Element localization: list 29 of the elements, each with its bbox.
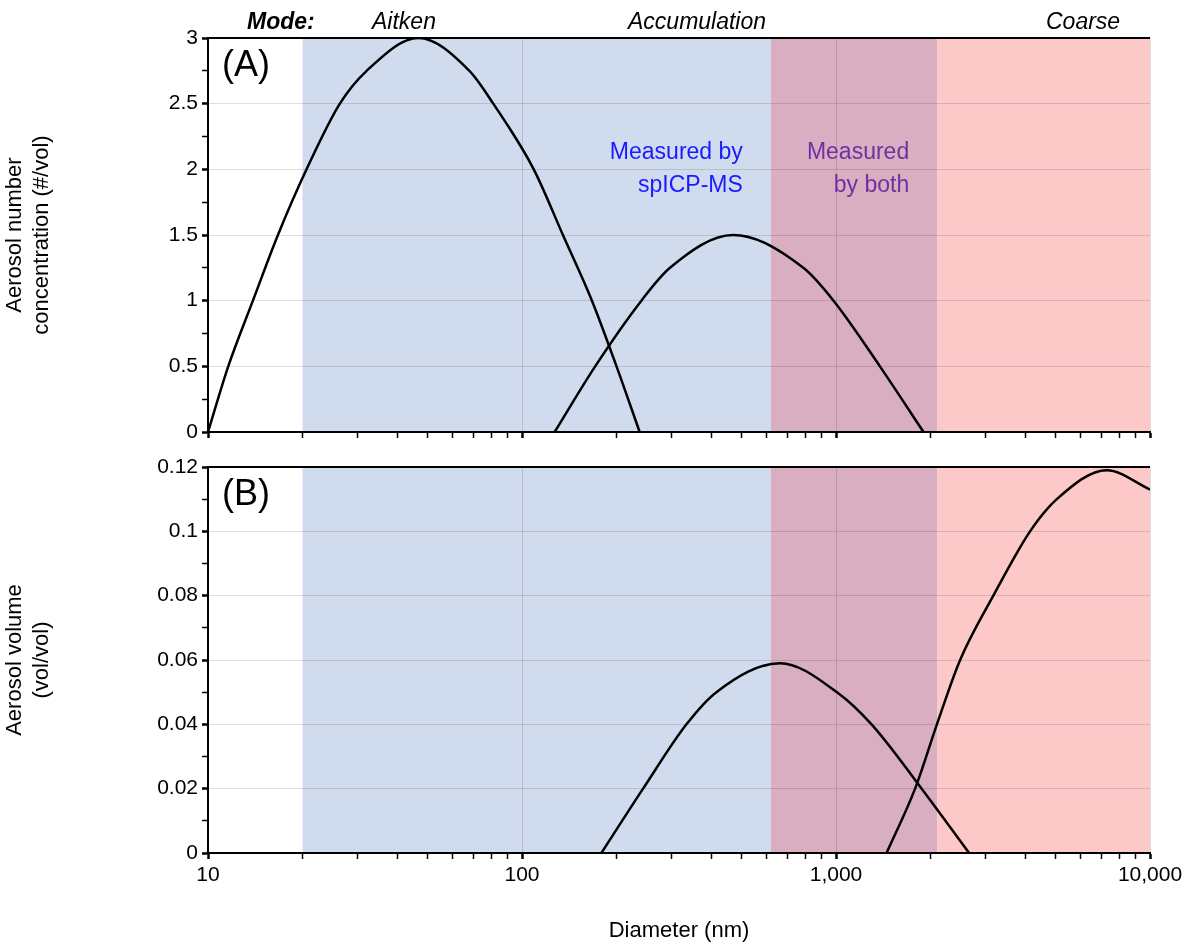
x-tick-label: 100 [504,862,540,886]
x-tick-label: 10,000 [1117,862,1183,886]
text: Mode: [247,8,315,34]
x-tick-label: 10 [196,862,220,886]
annotation: (A) [222,42,270,84]
y-tick-label: 0.5 [168,353,198,377]
y-tick-label: 0 [186,418,198,442]
x-tick-label: 1,000 [809,862,863,886]
y-tick-label: 0 [186,839,198,863]
y-tick-label: 2.5 [168,90,198,114]
y-tick-label: 0.1 [168,518,198,542]
y-tick-label: 0.04 [157,711,199,735]
text: Accumulation [628,8,767,34]
y-tick-label: 3 [186,24,198,48]
annotation: (B) [222,471,270,513]
y-tick-label: 0.08 [157,582,198,606]
text: Aitken [372,8,436,34]
y-axis-title: Aerosol number concentration (#/vol) [1,135,53,335]
text: Coarse [1046,8,1121,34]
y-tick-label: 0.02 [157,775,198,799]
y-axis-title: Aerosol volume (vol/vol) [1,584,53,736]
band-label: Measured by both [806,138,910,198]
y-tick-label: 2 [186,156,198,180]
y-tick-label: 0.12 [157,453,198,477]
x-axis-title: Diameter (nm) [608,916,750,942]
y-tick-label: 0.06 [157,646,198,670]
y-tick-label: 1 [186,287,198,311]
y-tick-label: 1.5 [168,221,198,245]
band-label: Measured by spICP-MS [609,138,744,198]
